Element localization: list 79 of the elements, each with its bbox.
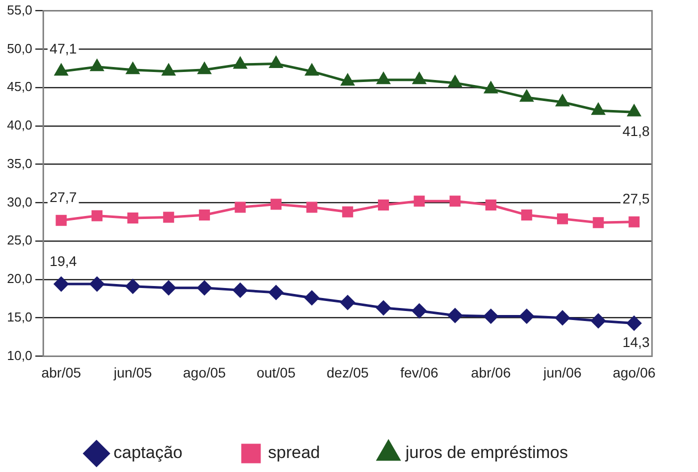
point	[54, 64, 68, 76]
x-tick-label: abr/05	[41, 364, 82, 380]
y-tick-label: 50,0	[6, 40, 32, 56]
point	[304, 290, 320, 306]
x-tick-label: jun/06	[542, 364, 582, 380]
data-label: 41,8	[622, 122, 650, 139]
y-tick-label: 25,0	[6, 232, 32, 248]
point	[592, 217, 604, 228]
point	[270, 198, 282, 210]
point	[163, 212, 174, 223]
point	[162, 64, 176, 76]
point	[591, 314, 606, 328]
point	[628, 104, 641, 116]
point	[92, 210, 103, 222]
data-label: 47,1	[50, 40, 78, 56]
point	[450, 196, 461, 207]
point	[628, 216, 640, 228]
point	[341, 74, 354, 86]
point	[234, 57, 247, 69]
x-tick-label: ago/06	[612, 364, 656, 380]
point	[305, 64, 318, 76]
x-tick-label: fev/06	[400, 364, 439, 380]
point	[127, 212, 138, 224]
point	[198, 62, 211, 74]
point	[520, 90, 534, 102]
x-tick-label: dez/05	[326, 364, 369, 380]
point	[377, 72, 390, 84]
point	[126, 279, 140, 294]
point	[342, 206, 354, 218]
data-label: 19,4	[50, 252, 78, 269]
y-tick-label: 35,0	[6, 156, 32, 171]
point	[198, 209, 210, 220]
point	[519, 309, 534, 324]
point	[414, 196, 425, 207]
point	[376, 300, 391, 316]
legend-label: juros de empréstimos	[404, 443, 568, 462]
point	[484, 82, 498, 94]
y-tick-label: 15,0	[6, 309, 32, 324]
point	[448, 76, 462, 88]
point	[556, 94, 569, 106]
data-label: 27,5	[622, 190, 650, 207]
point	[556, 213, 568, 224]
point	[340, 295, 355, 310]
point	[412, 72, 426, 84]
point	[270, 56, 282, 68]
data-label: 14,3	[622, 334, 650, 350]
point	[412, 304, 427, 318]
point	[485, 200, 496, 210]
x-tick-label: out/05	[256, 364, 296, 380]
y-tick-label: 40,0	[6, 118, 32, 133]
point	[161, 280, 176, 296]
y-tick-label: 45,0	[6, 79, 32, 94]
point	[484, 309, 498, 324]
point	[448, 308, 462, 323]
point	[521, 209, 532, 220]
y-tick-label: 55,0	[6, 2, 32, 18]
point	[56, 214, 67, 226]
point	[268, 285, 284, 300]
point	[197, 280, 212, 296]
point	[555, 310, 570, 326]
point	[90, 276, 104, 292]
legend-label: captação	[114, 443, 183, 462]
point	[378, 200, 389, 210]
point	[54, 276, 68, 292]
point	[234, 202, 246, 213]
point	[306, 202, 318, 213]
y-tick-label: 10,0	[6, 348, 32, 363]
point	[592, 103, 605, 115]
x-tick-label: ago/05	[183, 364, 226, 380]
x-tick-label: abr/06	[471, 364, 511, 380]
legend-label: spread	[268, 443, 320, 462]
point	[90, 60, 104, 72]
y-tick-label: 20,0	[6, 271, 32, 286]
y-tick-label: 30,0	[6, 194, 32, 210]
point	[626, 316, 642, 330]
point	[232, 282, 248, 298]
point	[126, 62, 140, 74]
data-label: 27,7	[50, 189, 78, 206]
x-tick-label: jun/05	[112, 364, 152, 380]
